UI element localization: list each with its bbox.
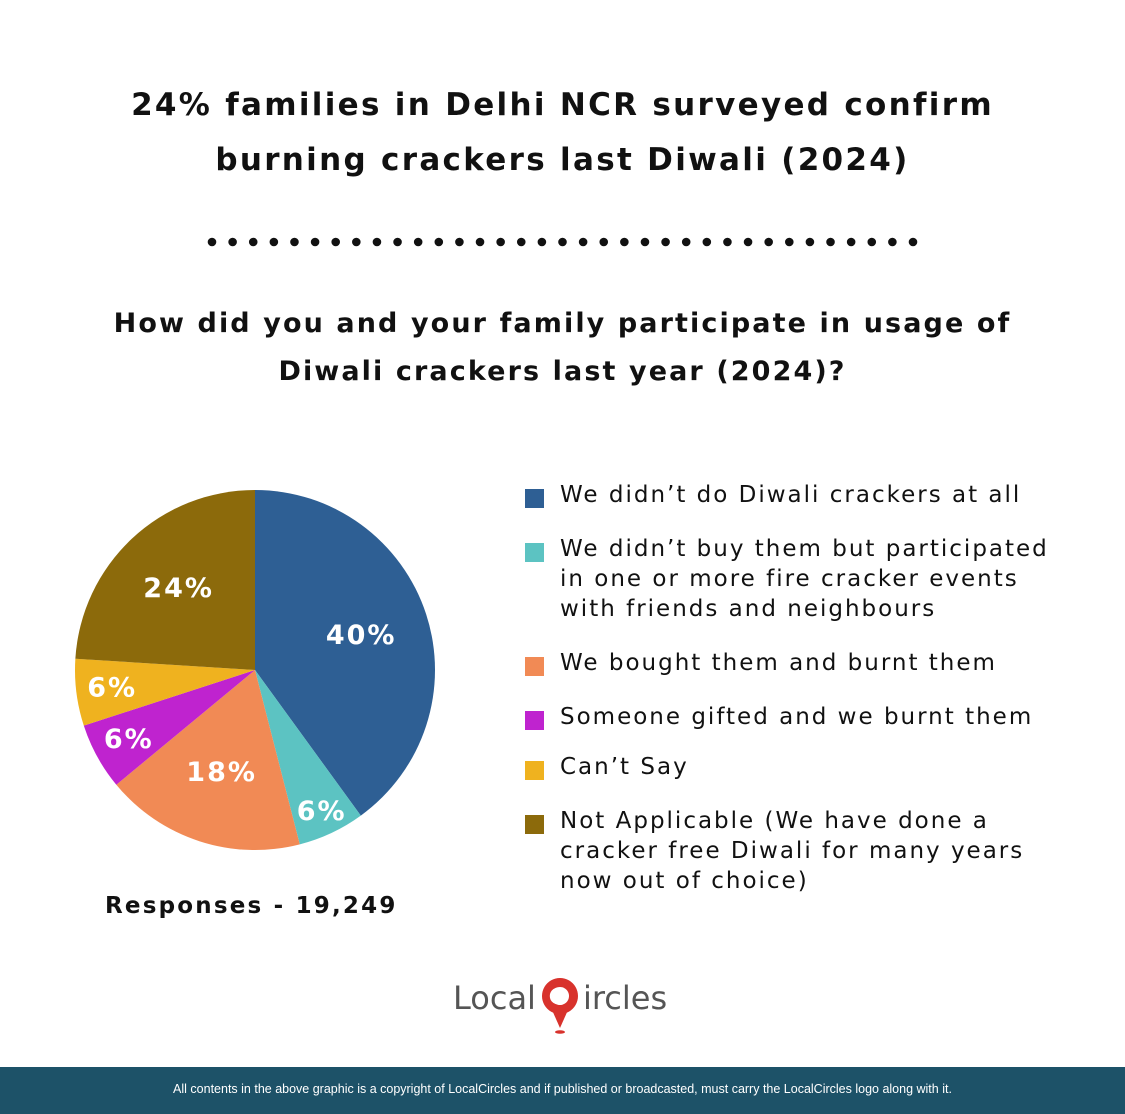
divider-dot bbox=[352, 237, 361, 247]
survey-question: How did you and your family participate … bbox=[60, 300, 1065, 396]
divider-dot bbox=[784, 237, 794, 247]
location-pin-icon bbox=[541, 978, 578, 1034]
pie-slice bbox=[255, 670, 361, 845]
divider-dot bbox=[640, 237, 650, 247]
legend-item: We didn’t buy them but participated in on… bbox=[525, 534, 1095, 624]
responses-count: Responses - 19,249 bbox=[105, 893, 398, 919]
legend-item: Not Applicable (We have done a cracker fr… bbox=[525, 806, 1095, 896]
legend-label: in one or more fire cracker events bbox=[560, 566, 1019, 592]
legend-item: Someone gifted and we burnt them bbox=[525, 702, 1095, 732]
divider-dot bbox=[228, 237, 237, 247]
question-line-2: Diwali crackers last year (2024)? bbox=[278, 356, 847, 387]
divider-dot bbox=[372, 237, 382, 247]
divider-dot bbox=[908, 237, 918, 247]
divider-dot bbox=[805, 237, 815, 247]
legend-item: Can’t Say bbox=[525, 752, 1095, 782]
footer-text: All contents in the above graphic is a c… bbox=[173, 1082, 952, 1096]
divider-dot bbox=[702, 237, 712, 247]
divider-dot bbox=[290, 237, 299, 247]
question-line-1: How did you and your family participate … bbox=[113, 308, 1012, 339]
legend-label: Can’t Say bbox=[560, 754, 689, 780]
divider-dot bbox=[269, 237, 279, 247]
divider-dot bbox=[723, 237, 732, 247]
legend-label: cracker free Diwali for many years bbox=[560, 838, 1025, 864]
divider-dot bbox=[434, 237, 444, 247]
pie-slice bbox=[83, 670, 255, 785]
legend-swatch bbox=[525, 761, 544, 780]
divider-dot bbox=[681, 237, 691, 247]
divider-dot bbox=[516, 237, 526, 247]
legend-swatch bbox=[525, 815, 544, 834]
pie-slice bbox=[116, 670, 300, 850]
divider-dot bbox=[888, 237, 897, 247]
pie-slice-label: 18% bbox=[186, 757, 257, 788]
legend-label: now out of choice) bbox=[560, 868, 809, 894]
pie-slice bbox=[75, 490, 255, 670]
pie-slice-label: 6% bbox=[297, 796, 347, 827]
legend-label: We didn’t do Diwali crackers at all bbox=[560, 482, 1022, 508]
divider-dot bbox=[743, 237, 753, 247]
divider-dot bbox=[661, 237, 670, 247]
legend-label: Someone gifted and we burnt them bbox=[560, 704, 1034, 730]
legend-swatch bbox=[525, 489, 544, 508]
legend-label: Not Applicable (We have done a bbox=[560, 808, 989, 834]
title-line-1: 24% families in Delhi NCR surveyed confi… bbox=[131, 87, 994, 123]
divider-dot bbox=[496, 237, 505, 247]
logo-text-ircles: ircles bbox=[582, 979, 668, 1017]
chart-legend: We didn’t do Diwali crackers at all We di… bbox=[525, 480, 1095, 896]
divider-dot bbox=[393, 237, 402, 247]
localcircles-logo: Local ircles bbox=[453, 976, 667, 1036]
divider-dot bbox=[826, 237, 835, 247]
divider-dot bbox=[846, 237, 856, 247]
legend-item: We didn’t do Diwali crackers at all bbox=[525, 480, 1095, 510]
divider-dot bbox=[764, 237, 773, 247]
divider-dot bbox=[331, 237, 341, 247]
page-title: 24% families in Delhi NCR surveyed confi… bbox=[60, 78, 1065, 188]
divider-dot bbox=[537, 237, 547, 247]
pie-slice bbox=[255, 490, 435, 816]
divider-dot bbox=[599, 237, 609, 247]
divider-dot bbox=[578, 237, 588, 247]
divider-dot bbox=[558, 237, 567, 247]
pie-slice-label: 6% bbox=[104, 724, 154, 755]
dotted-divider bbox=[207, 237, 918, 247]
divider-dot bbox=[310, 237, 320, 247]
legend-swatch bbox=[525, 543, 544, 562]
pie-slice-label: 24% bbox=[143, 573, 214, 604]
divider-dot bbox=[413, 237, 423, 247]
legend-label: We didn’t buy them but participated bbox=[560, 536, 1049, 562]
legend-swatch bbox=[525, 657, 544, 676]
pie-slice-label: 40% bbox=[326, 620, 397, 651]
legend-label: We bought them and burnt them bbox=[560, 650, 997, 676]
logo-text-local: Local bbox=[453, 979, 536, 1017]
divider-dot bbox=[248, 237, 258, 247]
copyright-footer: All contents in the above graphic is a c… bbox=[0, 1067, 1125, 1114]
pie-chart: 40% 6% 18% 6% 6% 24% bbox=[74, 490, 435, 850]
divider-dot bbox=[207, 237, 217, 247]
pie-slice-label: 6% bbox=[87, 673, 137, 704]
legend-item: We bought them and burnt them bbox=[525, 648, 1095, 678]
divider-dot bbox=[475, 237, 485, 247]
divider-dot bbox=[455, 237, 464, 247]
title-line-2: burning crackers last Diwali (2024) bbox=[215, 142, 910, 178]
legend-label: with friends and neighbours bbox=[560, 596, 937, 622]
pie-slice bbox=[74, 658, 255, 726]
divider-dot bbox=[620, 237, 629, 247]
divider-dot bbox=[867, 237, 877, 247]
legend-swatch bbox=[525, 711, 544, 730]
